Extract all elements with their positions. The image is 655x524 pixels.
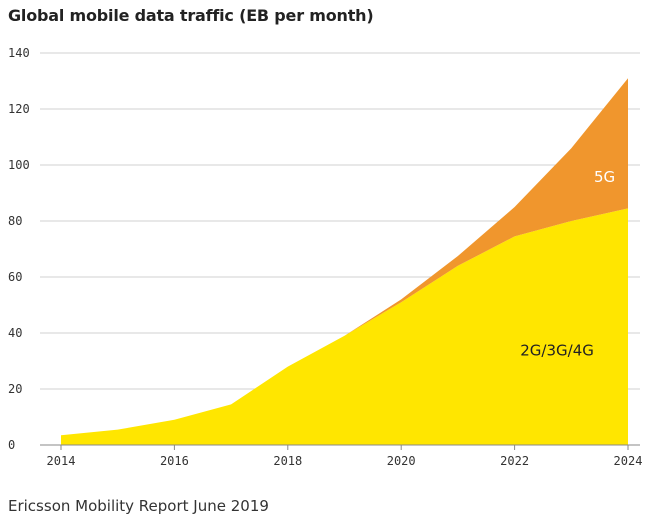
y-tick-label: 40 [8, 326, 22, 340]
source-note: Ericsson Mobility Report June 2019 [8, 497, 269, 515]
y-axis-ticks: 0 20 40 60 80 100 120 140 [8, 46, 30, 452]
area-labels: 5G 2G/3G/4G [520, 168, 615, 360]
chart-title: Global mobile data traffic (EB per month… [8, 6, 374, 25]
area-label-2g-3g-4g: 2G/3G/4G [520, 341, 594, 359]
x-tick-label: 2024 [614, 454, 643, 468]
y-tick-label: 120 [8, 102, 30, 116]
x-tick-label: 2018 [273, 454, 302, 468]
area-series-2g-3g-4g [61, 208, 628, 445]
area-label-5g: 5G [594, 168, 615, 186]
x-tick-label: 2016 [160, 454, 189, 468]
x-tick-label: 2022 [500, 454, 529, 468]
y-tick-label: 100 [8, 158, 30, 172]
y-tick-label: 20 [8, 382, 22, 396]
y-tick-label: 140 [8, 46, 30, 60]
x-tick-label: 2014 [47, 454, 76, 468]
y-tick-label: 80 [8, 214, 22, 228]
y-tick-label: 60 [8, 270, 22, 284]
y-tick-label: 0 [8, 438, 15, 452]
x-axis-ticks: 2014 2016 2018 2020 2022 2024 [47, 445, 643, 468]
area-layer [40, 78, 640, 446]
x-tick-label: 2020 [387, 454, 416, 468]
